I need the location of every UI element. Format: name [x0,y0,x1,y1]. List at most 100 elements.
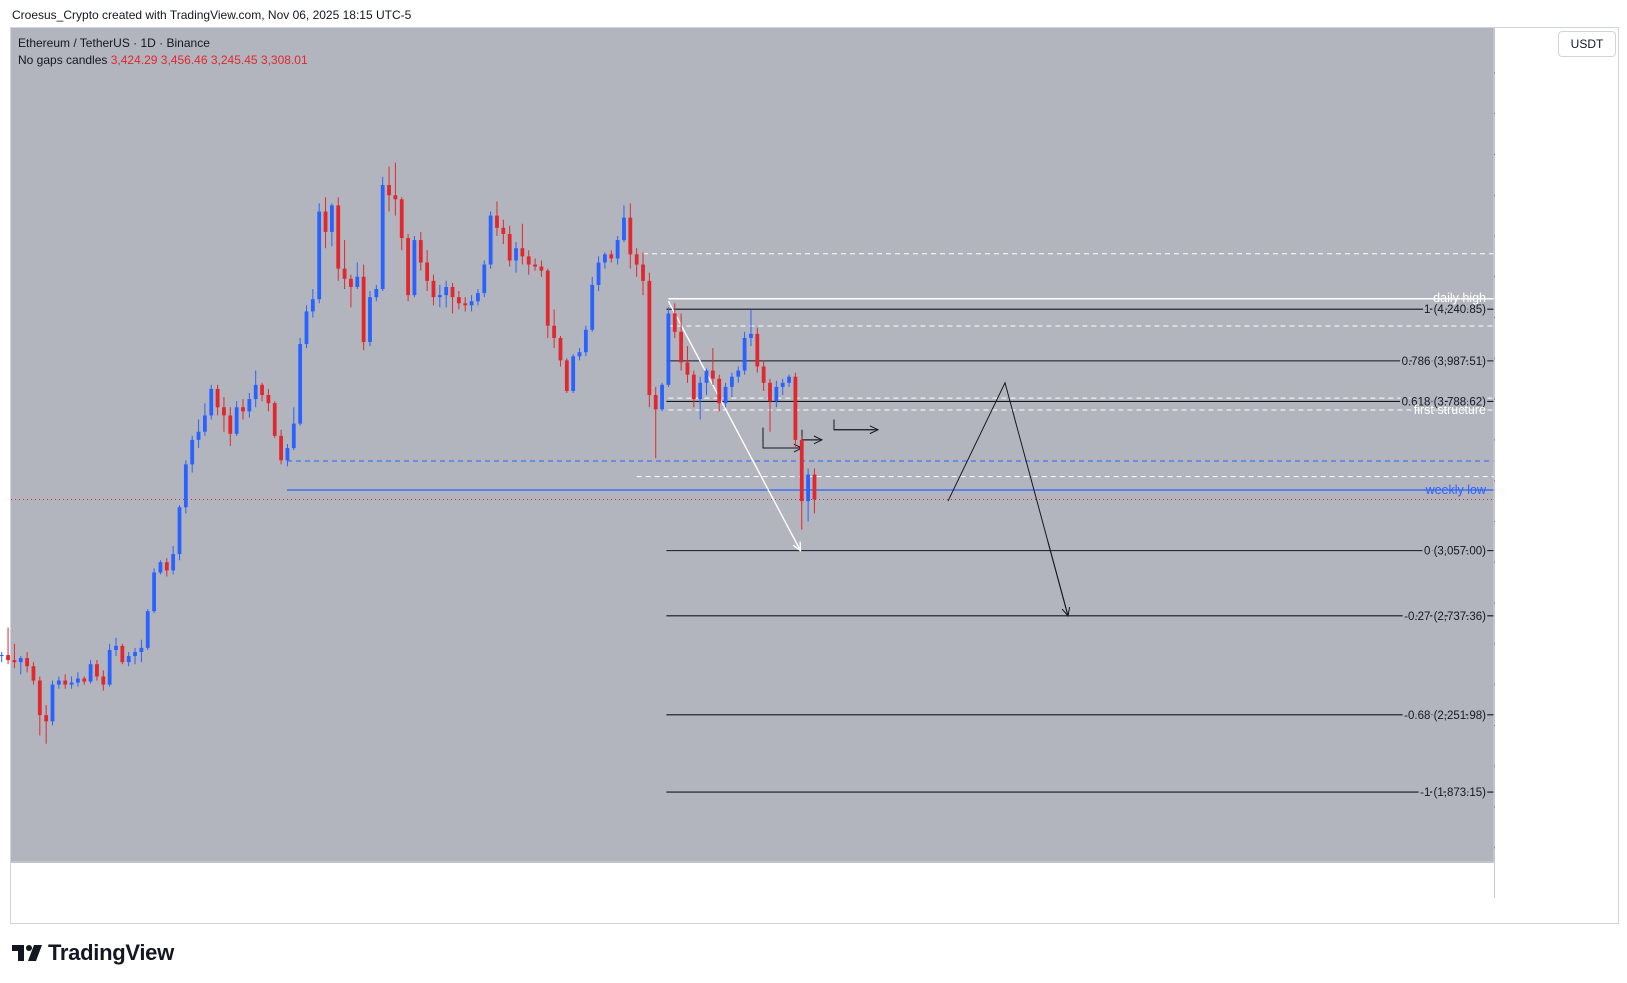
candle-body [31,666,36,681]
candle-body [615,240,620,259]
candle-body [641,264,645,281]
candle-body [761,366,766,383]
candle-body [736,370,741,377]
candle-body [653,395,658,410]
drawing-overlays: 1 (4,240.85) 0.786 (3,987.51) 0.618 (3,788… [11,253,1494,801]
candle-body [329,205,334,232]
fib-level-label: 0 (3,057.00) [1424,546,1486,558]
candle-body [120,645,125,663]
candle-body [75,678,80,683]
candle-body [202,415,207,432]
candle-body [361,276,366,343]
fib-level-label: -1 (1,873.15) [1420,787,1486,799]
x-axis-background [11,863,1494,898]
candle-body [679,331,684,363]
candle-body [482,264,487,294]
candle-body [463,303,468,306]
candle-body [380,185,385,290]
candle-body [171,554,176,571]
fib-level-label: 1 (4,240.85) [1424,304,1486,316]
candle-body [260,384,264,396]
candle-body [114,645,118,650]
candle-body [704,370,709,383]
candle-body [82,678,87,682]
candle-body [228,415,233,434]
candle-body [291,423,296,449]
candle-body [456,297,461,304]
chart-legend: Ethereum / TetherUS · 1D · Binance No ga… [18,35,308,69]
candle-body [634,254,639,265]
currency-unit-button[interactable]: USDT [1558,31,1616,57]
candle-body [552,325,557,338]
candle-body [50,684,55,722]
candle-body [101,676,106,685]
projection-arrow-head [1061,606,1071,617]
candle-body [545,270,550,326]
candle-body [272,403,277,436]
candle-body [437,295,442,298]
candle-body [209,388,214,416]
candle-body [647,280,652,396]
candle-body [742,337,747,371]
candle-body [520,248,525,257]
candle-body [222,407,226,416]
candle-body [6,655,10,661]
candle-body [412,240,417,296]
candle-body [285,448,290,461]
candle-body [571,356,576,391]
candle-body [310,299,315,312]
candle-body [177,507,182,555]
candle-body [336,205,341,269]
candle-body [355,276,360,287]
candle-body [56,680,61,685]
candle-body [628,217,633,255]
candle-body [666,313,671,385]
candle-body [672,313,677,332]
fib-level-label: 0.618 (3,788.62) [1402,396,1487,408]
candle-body [158,562,163,573]
candle-body [514,248,518,261]
candle-body [622,217,626,241]
candle-body [393,195,398,200]
ohlc-low: 3,245.45 [210,53,258,67]
candle-body [793,376,798,440]
candle-body [730,376,734,387]
candle-body [12,660,17,663]
symbol-title[interactable]: Ethereum / TetherUS · 1D · Binance [18,36,210,50]
candle-body [342,268,347,279]
candle-body [323,211,328,232]
tradingview-logo[interactable]: TradingView [12,940,174,966]
candle-body [0,655,4,657]
candle-body [279,435,283,461]
chart-frame [10,27,1619,924]
drop-arrow [667,300,802,551]
ohlc-open: 3,424.29 [110,53,158,67]
candle-body [44,715,49,722]
candle-body [507,233,512,261]
drop-arrow-head [792,541,802,553]
candle-body [450,286,455,298]
candle-body [241,407,245,412]
candle-body [387,185,391,196]
candle-body [139,647,144,652]
structure-arrow-head [813,435,824,445]
candle-body [583,329,588,353]
candle-body [247,399,252,412]
candle-body [495,215,499,228]
candle-body [539,266,544,271]
candle-body [266,395,271,404]
candle-body [558,337,563,361]
candle-body [164,562,169,571]
candle-body [488,215,493,265]
candle-body [406,238,410,296]
candle-body [215,388,220,408]
candle-body [799,439,804,502]
candle-body [717,378,722,404]
candle-body [596,262,601,285]
candles [0,162,817,744]
candle-body [660,384,664,410]
candle-body [590,284,595,330]
candle-body [253,384,258,400]
annotation-label: first structure [1414,403,1486,417]
